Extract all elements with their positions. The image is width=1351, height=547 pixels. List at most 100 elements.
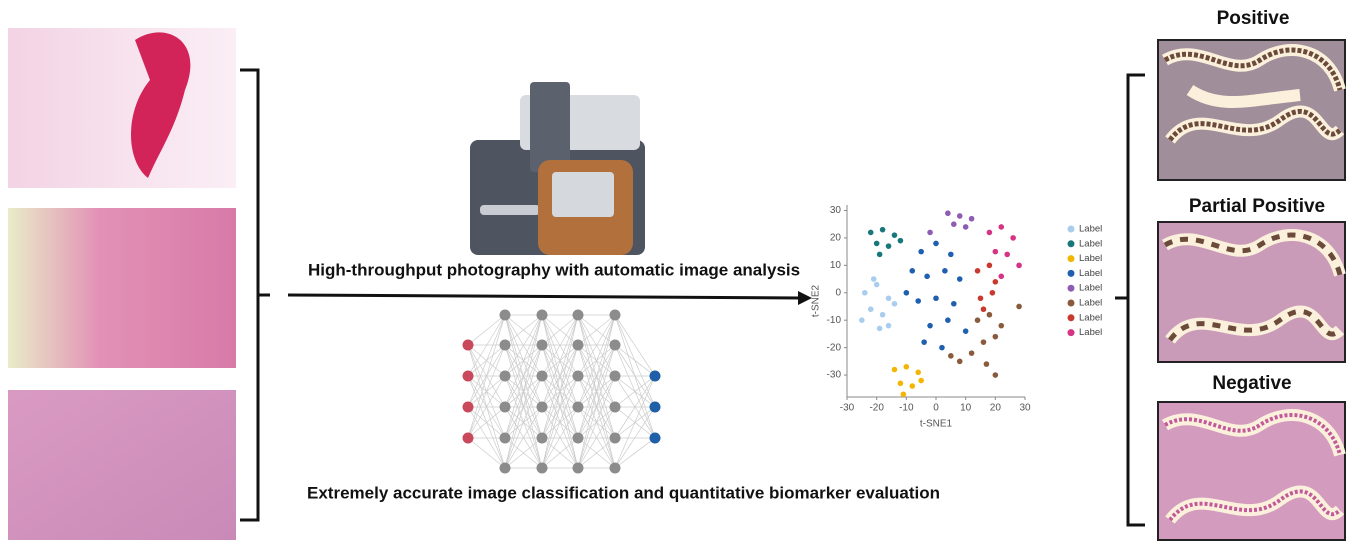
tissue-image: [8, 390, 236, 540]
nn-edge: [468, 315, 505, 345]
point: [892, 367, 898, 373]
nn-node: [650, 433, 661, 444]
nn-node: [573, 402, 584, 413]
legend-swatch: [1068, 255, 1075, 262]
nn-node: [610, 433, 621, 444]
point: [862, 290, 868, 296]
point: [945, 210, 951, 216]
x-tick-label: 30: [1019, 403, 1031, 414]
legend-swatch: [1068, 329, 1075, 336]
point: [898, 238, 904, 244]
nn-edge: [615, 315, 655, 407]
nn-node: [500, 463, 511, 474]
point: [963, 224, 969, 230]
legend-label: Label: [1079, 224, 1102, 235]
point: [886, 323, 892, 329]
caption: Extremely accurate image classification …: [307, 483, 940, 502]
point: [880, 312, 886, 318]
nn-node: [463, 402, 474, 413]
point: [877, 252, 883, 258]
y-tick-label: -20: [827, 342, 842, 353]
nn-node: [573, 433, 584, 444]
legend-label: Label: [1079, 238, 1102, 249]
y-tick-label: 0: [835, 287, 841, 298]
point: [987, 263, 993, 269]
nn-node: [610, 463, 621, 474]
point: [969, 216, 975, 222]
nn-node: [500, 371, 511, 382]
point: [942, 268, 948, 274]
legend-swatch: [1068, 240, 1075, 247]
point: [998, 323, 1004, 329]
nn-node: [650, 371, 661, 382]
point: [904, 290, 910, 296]
nn-node: [537, 402, 548, 413]
point: [874, 241, 880, 247]
nn-node: [573, 310, 584, 321]
x-tick-label: 0: [933, 403, 939, 414]
point: [993, 249, 999, 255]
point: [975, 268, 981, 274]
point: [993, 334, 999, 340]
point: [909, 383, 915, 389]
figure: High-throughput photography with automat…: [0, 0, 1351, 547]
nn-node: [500, 310, 511, 321]
legend-swatch: [1068, 300, 1075, 307]
point: [987, 312, 993, 318]
nn-node: [650, 402, 661, 413]
point: [868, 230, 874, 236]
point: [987, 230, 993, 236]
point: [898, 380, 904, 386]
point: [990, 290, 996, 296]
legend-swatch: [1068, 226, 1075, 233]
nn-node: [573, 371, 584, 382]
legend-swatch: [1068, 270, 1075, 277]
legend-label: Label: [1079, 283, 1102, 294]
nn-edge: [615, 376, 655, 468]
point: [939, 345, 945, 351]
point: [951, 301, 957, 307]
nn-edge: [615, 438, 655, 468]
nn-edge: [468, 376, 505, 468]
point: [1016, 263, 1022, 269]
point: [901, 391, 907, 397]
nn-node: [463, 371, 474, 382]
point: [975, 317, 981, 323]
point: [948, 353, 954, 359]
bracket: [240, 70, 270, 520]
point: [921, 339, 927, 345]
point: [915, 370, 921, 376]
nn-edge: [615, 315, 655, 376]
point: [933, 241, 939, 247]
x-tick-label: 20: [990, 403, 1002, 414]
point: [886, 295, 892, 301]
point: [927, 323, 933, 329]
point: [924, 274, 930, 280]
x-tick-label: 10: [960, 403, 972, 414]
tissue-image: [8, 208, 236, 368]
nn-edge: [468, 407, 505, 468]
nn-node: [537, 371, 548, 382]
x-tick-label: -30: [840, 403, 855, 414]
point: [978, 295, 984, 301]
legend-swatch: [1068, 314, 1075, 321]
point: [918, 378, 924, 384]
point: [957, 276, 963, 282]
nn-edge: [615, 345, 655, 376]
nn-node: [463, 433, 474, 444]
bracket: [1115, 75, 1145, 525]
nn-node: [610, 340, 621, 351]
nn-edge: [615, 407, 655, 468]
point: [909, 268, 915, 274]
legend-label: Label: [1079, 298, 1102, 309]
point: [998, 224, 1004, 230]
point: [1016, 304, 1022, 310]
point: [892, 232, 898, 238]
arrow: [288, 295, 800, 298]
point: [1010, 235, 1016, 241]
nn-node: [537, 340, 548, 351]
point: [993, 279, 999, 285]
point: [969, 350, 975, 356]
nn-node: [500, 340, 511, 351]
